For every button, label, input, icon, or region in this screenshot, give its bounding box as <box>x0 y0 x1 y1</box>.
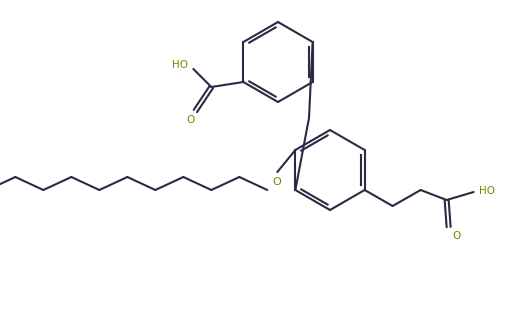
Text: O: O <box>272 177 281 187</box>
Text: O: O <box>186 115 194 125</box>
Text: HO: HO <box>172 60 188 70</box>
Text: HO: HO <box>479 186 494 196</box>
Text: O: O <box>452 231 461 241</box>
